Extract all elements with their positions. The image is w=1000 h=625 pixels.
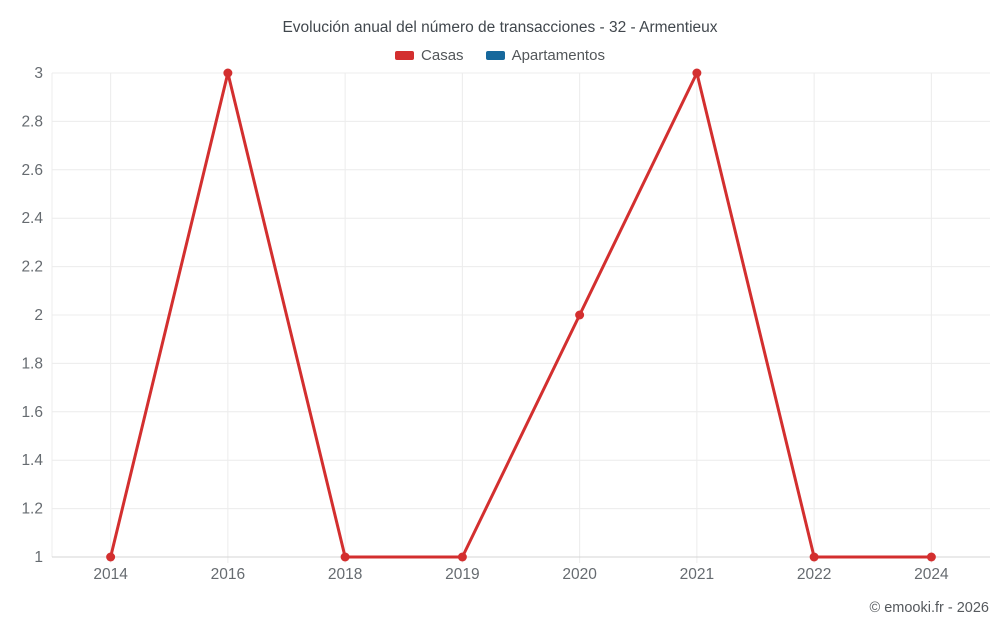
data-point-casas-2020[interactable] — [575, 310, 585, 320]
y-axis-tick-label: 1 — [34, 549, 43, 566]
y-axis-tick-label: 3 — [34, 65, 43, 82]
legend-item-casas[interactable]: Casas — [395, 47, 464, 64]
legend-item-apartamentos[interactable]: Apartamentos — [485, 47, 605, 64]
legend-label-apartamentos: Apartamentos — [511, 47, 605, 64]
y-axis-tick-label: 1.6 — [21, 404, 43, 421]
legend-swatch-casas — [395, 51, 415, 60]
x-axis-tick-label: 2021 — [680, 566, 714, 583]
data-point-casas-2014[interactable] — [106, 552, 116, 562]
x-axis-tick-label: 2022 — [797, 566, 831, 583]
x-axis-tick-label: 2019 — [445, 566, 479, 583]
y-axis-tick-label: 2.4 — [21, 210, 43, 227]
y-axis-tick-label: 1.2 — [21, 501, 43, 518]
data-point-casas-2021[interactable] — [692, 68, 702, 78]
data-point-casas-2019[interactable] — [457, 552, 467, 562]
x-axis-tick-label: 2018 — [328, 566, 362, 583]
legend-swatch-apartamentos — [485, 51, 505, 60]
y-axis-tick-label: 1.8 — [21, 355, 43, 372]
chart-legend: Casas Apartamentos — [0, 47, 1000, 64]
y-axis-tick-label: 1.4 — [21, 452, 43, 469]
x-axis-tick-label: 2020 — [562, 566, 597, 583]
data-point-casas-2016[interactable] — [223, 68, 233, 78]
chart-title: Evolución anual del número de transaccio… — [282, 19, 718, 36]
data-point-casas-2022[interactable] — [809, 552, 819, 562]
y-axis-tick-label: 2 — [34, 307, 43, 324]
y-axis-tick-label: 2.8 — [21, 113, 43, 130]
x-axis-tick-label: 2014 — [93, 566, 128, 583]
data-point-casas-2024[interactable] — [926, 552, 936, 562]
copyright-footer: © emooki.fr - 2026 — [869, 600, 989, 616]
x-axis-tick-label: 2016 — [211, 566, 245, 583]
y-axis-tick-label: 2.2 — [21, 259, 43, 276]
data-point-casas-2018[interactable] — [340, 552, 350, 562]
y-axis-tick-label: 2.6 — [21, 162, 43, 179]
x-axis-tick-label: 2024 — [914, 566, 949, 583]
legend-label-casas: Casas — [421, 47, 464, 64]
